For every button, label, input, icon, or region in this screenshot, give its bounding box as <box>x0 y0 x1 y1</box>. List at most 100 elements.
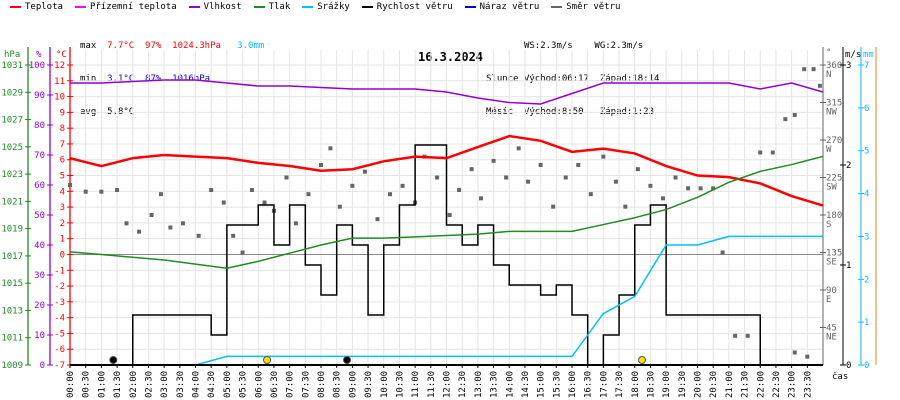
x-tick-label: 01:00 <box>97 371 107 398</box>
temperature-tick-label: 11 <box>54 77 65 87</box>
wind-direction-point <box>601 154 606 159</box>
wind-direction-point <box>469 167 474 172</box>
x-tick-label: 02:00 <box>129 371 139 398</box>
wind-direction-point <box>479 196 484 201</box>
legend-swatch <box>74 5 86 8</box>
direction-tick-label: 315 <box>826 99 842 109</box>
x-tick-label: 05:30 <box>239 371 249 398</box>
series-teplota <box>69 134 824 207</box>
wind-direction-point <box>83 189 88 194</box>
x-tick-label: 12:00 <box>443 371 453 398</box>
wind-direction-point <box>209 188 214 192</box>
wind-direction-point <box>576 163 581 167</box>
x-tick-label: 19:00 <box>662 371 672 398</box>
temperature-tick-label: 9 <box>60 108 65 118</box>
x-tick-label: 02:30 <box>144 371 154 398</box>
legend-label: Teplota <box>25 2 63 12</box>
pressure-tick-label: 1013 <box>1 306 23 316</box>
legend-swatch <box>361 5 373 8</box>
direction-tick-label: 90 <box>826 286 837 296</box>
wind-direction-point <box>249 188 254 192</box>
wind-direction-point <box>293 221 298 226</box>
direction-tick-label: 45 <box>826 324 837 334</box>
wind-direction-point <box>362 169 367 174</box>
wind-direction-point <box>447 213 452 217</box>
min-label: min <box>80 74 97 84</box>
temperature-tick-label: 6 <box>60 156 65 166</box>
legend-item: Přízemní teplota <box>74 2 177 12</box>
temperature-tick-label: -6 <box>54 345 65 355</box>
wind-direction-point <box>115 188 120 192</box>
wind-direction-point <box>457 188 462 192</box>
temperature-tick-label: -7 <box>54 361 65 371</box>
x-tick-label: 15:30 <box>552 371 562 398</box>
temperature-tick-label: 4 <box>60 187 65 197</box>
x-tick-label: 10:30 <box>395 371 405 398</box>
wind-direction-point <box>350 183 355 188</box>
x-tick-label: 23:00 <box>788 371 798 398</box>
wind-unit: m/s <box>845 50 861 60</box>
wind-direction-point <box>284 175 289 180</box>
direction-tick-label: 135 <box>826 249 842 259</box>
pressure-tick-label: 1021 <box>1 197 23 207</box>
wind-direction-point <box>400 183 405 188</box>
sunset: Západ:18:14 <box>599 74 660 84</box>
x-tick-label: 12:30 <box>458 371 468 398</box>
wind-tick-label: 2 <box>846 161 851 171</box>
x-tick-label: 00:00 <box>66 371 76 398</box>
humidity-tick-label: 20 <box>34 301 45 311</box>
direction-tick-label: 180 <box>826 211 842 221</box>
wind-gust-now: WG:2.3m/s <box>594 41 644 51</box>
legend-swatch <box>188 5 200 8</box>
legend-label: Srážky <box>317 2 350 12</box>
rain-tick-label: 4 <box>864 190 869 200</box>
x-tick-label: 22:30 <box>772 371 782 398</box>
x-tick-label: 13:30 <box>490 371 500 398</box>
wind-direction-point <box>306 192 311 197</box>
x-tick-label: 18:30 <box>646 371 656 398</box>
x-tick-label: 14:00 <box>505 371 515 398</box>
temperature-tick-label: 5 <box>60 172 65 182</box>
humidity-tick-label: 50 <box>34 211 45 221</box>
wind-direction-point <box>221 200 226 205</box>
series-tlak <box>69 155 824 269</box>
x-tick-label: 21:00 <box>725 371 735 398</box>
wind-direction-point <box>99 189 104 194</box>
pressure-tick-label: 1009 <box>1 361 23 371</box>
direction-unit: ° <box>826 48 831 58</box>
direction-compass-label: W <box>826 145 832 155</box>
humidity-tick-label: 30 <box>34 271 45 281</box>
wind-tick-label: 0 <box>846 361 851 371</box>
wind-direction-point <box>516 146 521 151</box>
humidity-tick-label: 0 <box>40 361 45 371</box>
temperature-tick-label: -4 <box>54 314 65 324</box>
legend-label: Přízemní teplota <box>89 2 177 12</box>
humidity-tick-label: 40 <box>34 241 45 251</box>
wind-direction-point <box>783 117 788 122</box>
wind-direction-point <box>68 183 72 187</box>
legend-swatch <box>464 5 476 8</box>
temperature-tick-label: -3 <box>54 298 65 308</box>
rain-tick-label: 0 <box>864 361 869 371</box>
wind-speed-line <box>70 144 823 366</box>
x-tick-label: 11:30 <box>427 371 437 398</box>
wind-direction-point <box>623 204 628 209</box>
min-humidity: 87% <box>145 74 162 84</box>
x-tick-label: 04:30 <box>207 371 217 398</box>
direction-tick-label: 360 <box>826 61 842 71</box>
temperature-tick-label: 1 <box>60 235 65 245</box>
x-tick-label: 19:30 <box>678 371 688 398</box>
temperature-unit: °C <box>56 50 67 60</box>
wind-direction-point <box>388 192 393 197</box>
wind-direction-point <box>588 192 593 197</box>
sun-label: Slunce <box>486 74 519 84</box>
direction-compass-label: SE <box>826 258 837 268</box>
humidity-tick-label: 60 <box>34 181 45 191</box>
max-temp: 7.7°C <box>107 41 135 51</box>
legend-swatch <box>10 5 21 8</box>
x-tick-label: 00:30 <box>82 371 92 398</box>
max-humidity: 97% <box>145 41 162 51</box>
x-tick-label: 07:30 <box>301 371 311 398</box>
